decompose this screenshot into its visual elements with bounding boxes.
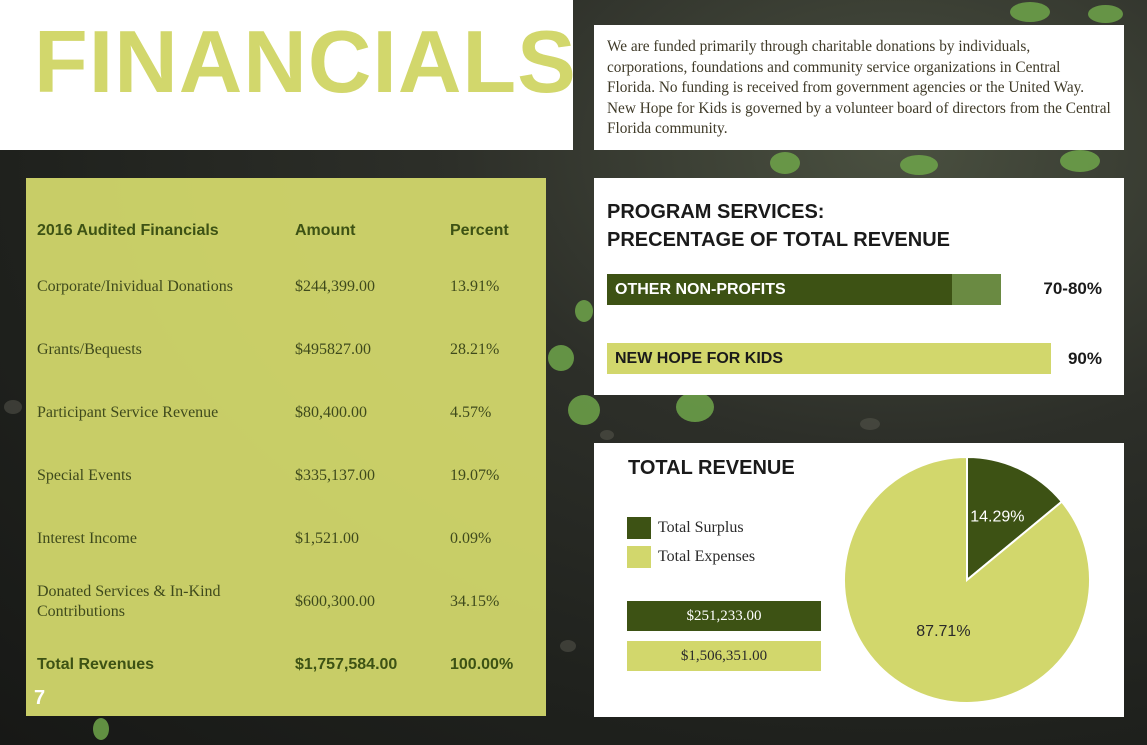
background-sprout [93, 718, 109, 740]
total-label: Total Revenues [37, 656, 155, 673]
row-label: Special Events [37, 467, 132, 484]
row-label: Corporate/Inividual Donations [37, 278, 233, 295]
bar: NEW HOPE FOR KIDS [607, 343, 1051, 374]
pie-slice-label: 14.29% [970, 508, 1024, 525]
row-label: Grants/Bequests [37, 341, 142, 358]
bar-label: OTHER NON-PROFITS [615, 280, 786, 298]
table-row: Interest Income $1,521.00 0.09% [26, 519, 546, 559]
row-amount: $1,521.00 [295, 530, 359, 547]
page-number: 7 [34, 687, 46, 709]
row-percent: 28.21% [450, 341, 500, 358]
background-sprout [575, 300, 593, 322]
background-sprout [676, 392, 714, 422]
background-speck [4, 400, 22, 414]
background-speck [860, 418, 880, 430]
background-sprout [1010, 2, 1050, 22]
intro-panel: We are funded primarily through charitab… [594, 25, 1124, 150]
table-row: Participant Service Revenue $80,400.00 4… [26, 393, 546, 433]
surplus-amount: $251,233.00 [627, 601, 821, 631]
table-row: Special Events $335,137.00 19.07% [26, 456, 546, 496]
row-percent: 4.57% [450, 404, 492, 421]
table-row: Donated Services & In-Kind Contributions… [26, 582, 546, 622]
row-label: Interest Income [37, 530, 137, 547]
background-sprout [770, 152, 800, 174]
intro-paragraph: We are funded primarily through charitab… [607, 38, 1111, 137]
legend-label: Total Surplus [658, 519, 744, 536]
chart-title-line-1: PROGRAM SERVICES: [607, 201, 825, 223]
legend-label: Total Expenses [658, 548, 756, 565]
pie-chart: 14.29% 87.71% [843, 455, 1091, 704]
chart-title: PROGRAM SERVICES: PRECENTAGE OF TOTAL RE… [607, 198, 950, 254]
background-speck [560, 640, 576, 652]
row-label: Participant Service Revenue [37, 404, 219, 421]
title-panel: FINANCIALS [0, 0, 576, 150]
row-amount: $244,399.00 [295, 278, 375, 295]
bar: OTHER NON-PROFITS [607, 274, 953, 305]
table-row: Grants/Bequests $495827.00 28.21% [26, 330, 546, 370]
row-percent: 0.09% [450, 530, 492, 547]
total-row: Total Revenues $1,757,584.00 100.00% [26, 645, 546, 685]
pie-slice-total-expenses [843, 455, 1091, 704]
total-percent: 100.00% [450, 656, 514, 673]
chart-title-line-2: PRECENTAGE OF TOTAL REVENUE [607, 229, 950, 251]
row-amount: $80,400.00 [295, 404, 367, 421]
legend-swatch [627, 517, 651, 539]
background-sprout [568, 395, 600, 425]
header-amount: Amount [295, 222, 356, 239]
background-sprout [1088, 5, 1123, 23]
total-amount: $1,757,584.00 [295, 656, 398, 673]
expenses-amount: $1,506,351.00 [627, 641, 821, 671]
pie-slice-total-surplus [966, 455, 1064, 583]
row-label: Donated Services & In-Kind Contributions [37, 583, 221, 620]
background-speck [600, 430, 614, 440]
legend-swatch [627, 546, 651, 568]
row-amount: $600,300.00 [295, 593, 375, 610]
row-amount: $495827.00 [295, 341, 371, 358]
header-percent: Percent [450, 222, 509, 239]
row-amount: $335,137.00 [295, 467, 375, 484]
header-label: 2016 Audited Financials [37, 222, 219, 239]
financials-table: 2016 Audited Financials Amount Percent C… [26, 178, 546, 716]
total-revenue-chart: TOTAL REVENUE Total Surplus Total Expens… [594, 443, 1124, 717]
chart-title: TOTAL REVENUE [628, 457, 795, 479]
bar-value-label: 70-80% [1043, 279, 1102, 298]
background-sprout [900, 155, 938, 175]
pie-slice-label: 87.71% [916, 623, 970, 640]
background-sprout [548, 345, 574, 371]
bar-label: NEW HOPE FOR KIDS [615, 349, 784, 367]
page-title: FINANCIALS [34, 12, 577, 111]
program-services-chart: PROGRAM SERVICES: PRECENTAGE OF TOTAL RE… [594, 178, 1124, 395]
bar-value-label: 90% [1067, 349, 1102, 368]
row-percent: 13.91% [450, 278, 500, 295]
background-sprout [1060, 150, 1100, 172]
table-row: Corporate/Inividual Donations $244,399.0… [26, 267, 546, 307]
row-percent: 19.07% [450, 467, 500, 484]
row-percent: 34.15% [450, 593, 500, 610]
